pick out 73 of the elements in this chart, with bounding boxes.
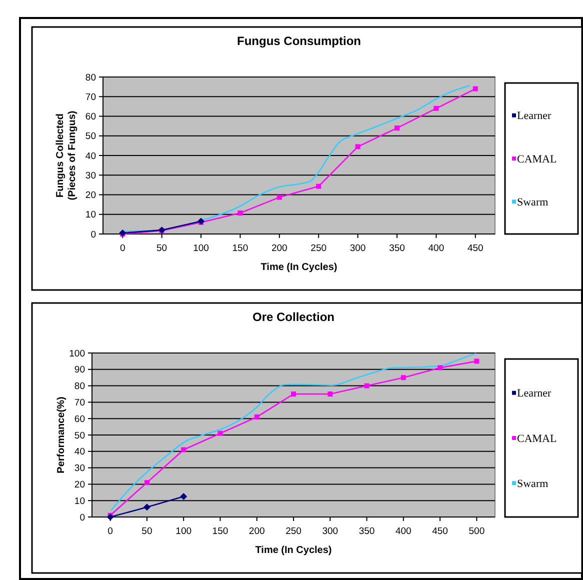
x-tick-label: 350 <box>358 526 375 537</box>
chart-title: Ore Collection <box>252 310 335 324</box>
x-tick-label: 250 <box>286 526 302 537</box>
x-tick-label: 400 <box>428 243 444 254</box>
x-tick-label: 450 <box>467 243 484 254</box>
y-tick-label: 60 <box>74 414 85 425</box>
y-tick-label: 30 <box>85 170 96 182</box>
legend-label: CAMAL <box>517 432 558 445</box>
point <box>400 375 406 380</box>
x-axis-title: Time (In Cycles) <box>255 545 332 556</box>
y-tick-label: 60 <box>85 112 96 123</box>
y-tick-label: 30 <box>74 463 85 474</box>
y-tick-label: 40 <box>85 150 96 162</box>
x-tick-label: 400 <box>395 526 412 537</box>
point <box>180 493 188 500</box>
y-tick-label: 20 <box>85 190 96 202</box>
x-tick-label: 100 <box>176 526 192 537</box>
y-tick-label: 0 <box>90 229 96 240</box>
y-tick-label: 50 <box>85 131 96 142</box>
x-tick-label: 500 <box>468 526 485 537</box>
point <box>394 126 400 131</box>
x-tick-label: 450 <box>432 526 448 537</box>
y-tick-label: 80 <box>74 381 85 392</box>
x-tick-label: 0 <box>108 526 113 537</box>
x-tick-label: 50 <box>156 243 168 254</box>
x-tick-label: 250 <box>310 243 327 254</box>
chart-title: Fungus Consumption <box>237 34 361 48</box>
x-tick-label: 300 <box>322 526 338 537</box>
legend-label: CAMAL <box>517 153 558 166</box>
point <box>316 184 322 189</box>
point <box>355 144 360 150</box>
x-tick-label: 0 <box>120 243 126 254</box>
point <box>276 194 282 200</box>
y-tick-label: 0 <box>80 512 85 524</box>
point <box>434 106 439 111</box>
point <box>144 480 150 486</box>
legend-label: Swarm <box>517 478 549 490</box>
y-tick-label: 50 <box>74 430 85 442</box>
x-tick-label: 200 <box>248 526 265 537</box>
x-tick-label: 200 <box>271 243 288 254</box>
x-tick-label: 150 <box>232 243 248 254</box>
point <box>291 392 296 396</box>
y-tick-label: 80 <box>85 72 96 84</box>
x-tick-label: 300 <box>350 243 366 254</box>
point <box>254 414 260 420</box>
y-tick-label: 20 <box>74 480 85 491</box>
y-axis-title: Performance(%) <box>56 396 67 474</box>
point <box>238 210 243 216</box>
y-tick-label: 10 <box>85 210 96 221</box>
x-axis-title: Time (In Cycles) <box>260 262 338 273</box>
y-tick-label: 70 <box>85 92 96 103</box>
x-tick-label: 100 <box>193 243 209 254</box>
point <box>181 447 186 452</box>
point <box>364 383 370 388</box>
x-tick-label: 50 <box>142 526 152 537</box>
y-tick-label: 90 <box>74 364 85 376</box>
y-tick-label: 40 <box>74 446 85 458</box>
y-tick-label: 70 <box>74 398 85 409</box>
point <box>143 504 150 511</box>
point <box>474 358 480 364</box>
y-tick-label: 10 <box>74 496 85 507</box>
point <box>472 86 478 92</box>
y-tick-label: 100 <box>69 348 85 360</box>
point <box>328 392 333 396</box>
x-tick-label: 150 <box>212 526 228 537</box>
x-tick-label: 350 <box>389 243 405 254</box>
point <box>438 365 443 370</box>
y-axis-title: Fungus Collected (Pieces of Fungus) <box>55 110 78 200</box>
legend-label: Swarm <box>517 196 549 208</box>
legend-label: Learner <box>517 388 552 400</box>
legend-label: Learner <box>517 110 552 122</box>
point <box>106 514 114 520</box>
point <box>218 430 223 436</box>
